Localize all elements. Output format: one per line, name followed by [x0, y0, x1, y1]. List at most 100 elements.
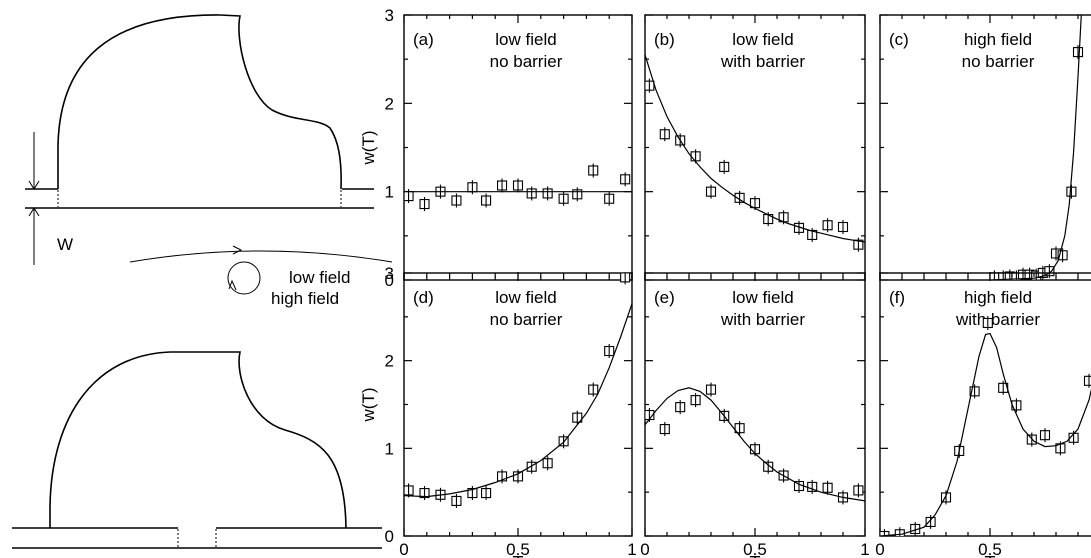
panel-b: (b) low field with barrier: [644, 14, 866, 281]
high-field-loop: [227, 261, 261, 295]
y-tick-label: 2: [385, 94, 394, 113]
x-tick-label: 0.5: [743, 540, 767, 558]
panel-e: 0 0.5 1 T (e) low field with barrier: [640, 272, 870, 558]
data-point: [822, 480, 833, 495]
panel-title-line1: low field: [495, 30, 556, 49]
data-point: [404, 483, 414, 498]
panel-title-line1: high field: [964, 30, 1032, 49]
data-point: [690, 393, 701, 408]
data-point: [542, 186, 553, 201]
schematic-sketch: [12, 14, 393, 549]
y-tick-label: 3: [385, 264, 394, 283]
data-point: [969, 384, 980, 399]
data-point: [419, 486, 430, 501]
y-axis-label: w(T): [359, 388, 378, 423]
data-point: [763, 459, 774, 474]
panel-tag: (e): [654, 288, 675, 307]
data-point: [526, 186, 537, 201]
profile-top: [57, 14, 342, 190]
panel-title-line1: low field: [732, 30, 793, 49]
data-point: [645, 78, 655, 93]
panel-title-line1: high field: [964, 288, 1032, 307]
low-field-label: low field: [289, 268, 350, 287]
data-point: [588, 382, 599, 397]
data-point: [734, 190, 745, 205]
data-point: [588, 163, 599, 178]
data-layer: [645, 382, 865, 505]
data-point: [1011, 398, 1022, 413]
data-layer: [880, 315, 1091, 536]
panel-tag: (f): [889, 288, 905, 307]
data-point: [451, 493, 462, 508]
data-point: [1083, 373, 1091, 388]
profile-bottom: [49, 351, 347, 529]
data-point: [512, 178, 524, 193]
width-arrowhead-lower: [28, 207, 40, 217]
y-tick-label: 0: [385, 271, 394, 290]
data-layer: [404, 163, 632, 212]
data-point: [481, 193, 492, 208]
panel-a: 0 1 2 3 w(T) (a) low field no barrier: [359, 6, 633, 290]
x-axis-label: T: [513, 553, 524, 558]
data-point: [705, 382, 717, 397]
y-axis-label: w(T): [359, 131, 378, 166]
data-point: [659, 127, 670, 142]
panel-title-line2: with barrier: [720, 310, 805, 329]
fit-curve: [645, 54, 865, 243]
y-tick-label: 0: [385, 527, 394, 546]
data-point: [604, 191, 615, 206]
loop-arrowhead: [228, 279, 237, 291]
data-point: [467, 486, 478, 501]
data-point: [572, 187, 583, 202]
data-point: [675, 400, 686, 415]
data-point: [763, 212, 774, 227]
trajectory-arrowhead: [232, 245, 243, 255]
panel-title-line1: low field: [732, 288, 793, 307]
x-axis-label: T: [750, 553, 761, 558]
data-point: [496, 469, 508, 484]
panel-tag: (b): [654, 30, 675, 49]
data-point: [620, 273, 631, 285]
panel-title-line2: no barrier: [962, 52, 1035, 71]
data-point: [734, 421, 745, 436]
x-tick-label: 1: [627, 540, 636, 558]
fit-curve: [404, 303, 632, 498]
x-axis-label: T: [985, 553, 996, 558]
panel-tag: (a): [413, 30, 434, 49]
data-point: [853, 237, 864, 252]
width-arrowhead-upper: [28, 180, 40, 190]
x-tick-label: 0: [399, 540, 408, 558]
data-point: [940, 490, 952, 505]
fit-curve: [989, 15, 1082, 280]
y-tick-label: 1: [385, 439, 394, 458]
high-field-label: high field: [271, 289, 339, 308]
data-point: [620, 172, 631, 187]
data-point: [496, 178, 508, 193]
panel-tag: (c): [889, 30, 909, 49]
data-point: [1044, 264, 1055, 279]
y-tick-label: 3: [385, 6, 394, 25]
data-point: [853, 483, 864, 498]
data-point: [526, 459, 537, 474]
data-point: [451, 193, 462, 208]
data-point: [880, 529, 890, 536]
data-point: [604, 344, 615, 359]
data-point: [659, 422, 670, 437]
x-tick-label: 0.5: [506, 540, 530, 558]
panel-title-line2: no barrier: [490, 310, 563, 329]
chart-panels: 0 1 2 3 w(T) (a) low field no barrier (b) low fie…: [359, 6, 1091, 558]
data-point: [705, 184, 717, 199]
data-point: [1072, 45, 1084, 60]
data-point: [1039, 428, 1051, 443]
panel-c: (c) high field no barrier: [879, 14, 1091, 281]
fit-curve: [880, 332, 1091, 536]
panel-tag: (d): [413, 288, 434, 307]
data-point: [512, 469, 524, 484]
data-point: [982, 315, 993, 330]
panel-title-line2: with barrier: [720, 52, 805, 71]
data-point: [1066, 184, 1077, 199]
data-point: [807, 479, 818, 494]
panel-title-line2: no barrier: [490, 52, 563, 71]
